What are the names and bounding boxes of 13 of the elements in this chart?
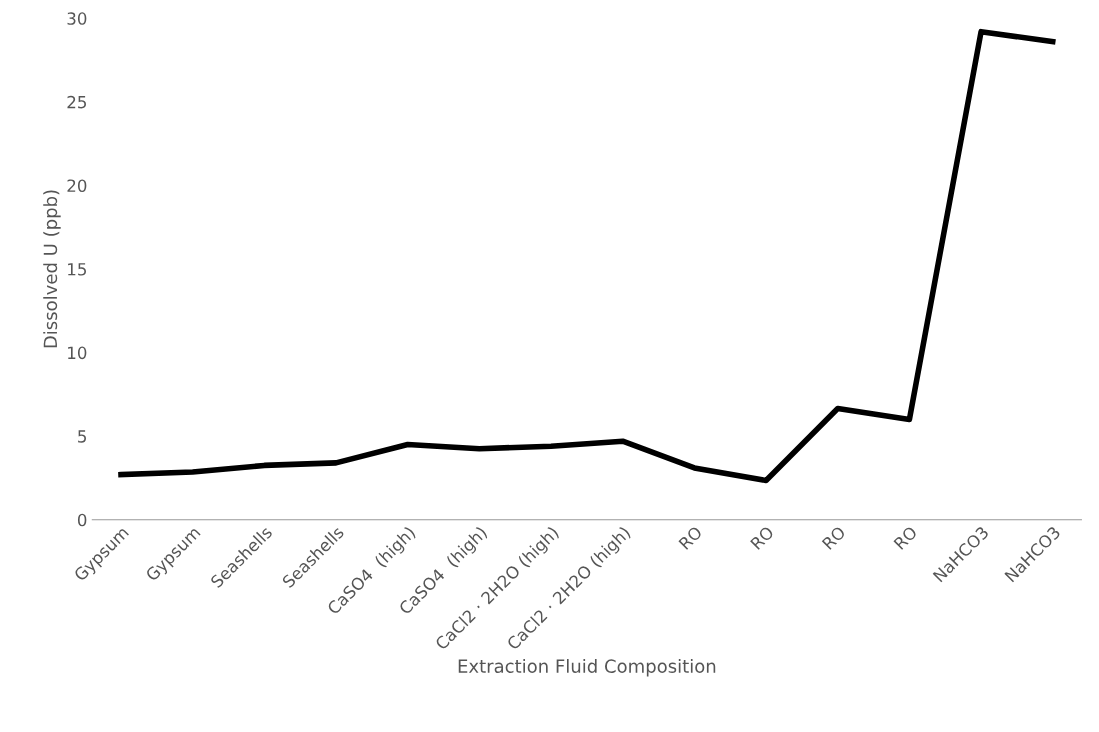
y-tick-label: 5 — [78, 430, 86, 443]
y-tick-label: 10 — [68, 346, 87, 360]
y-axis-title: Dissolved U (ppb) — [43, 190, 61, 348]
y-tick-label: 20 — [67, 179, 87, 193]
y-tick-label: 0 — [77, 513, 87, 527]
x-tick-label: RO — [749, 525, 775, 551]
y-tick-label: 25 — [67, 95, 86, 109]
x-axis-title: Extraction Fluid Composition — [458, 659, 716, 677]
y-tick-label: 15 — [68, 263, 86, 276]
y-tick-label: 30 — [67, 12, 87, 25]
x-tick-label: RO — [821, 525, 847, 551]
x-tick-label: RO — [893, 525, 918, 551]
x-tick-label: RO — [678, 525, 703, 551]
